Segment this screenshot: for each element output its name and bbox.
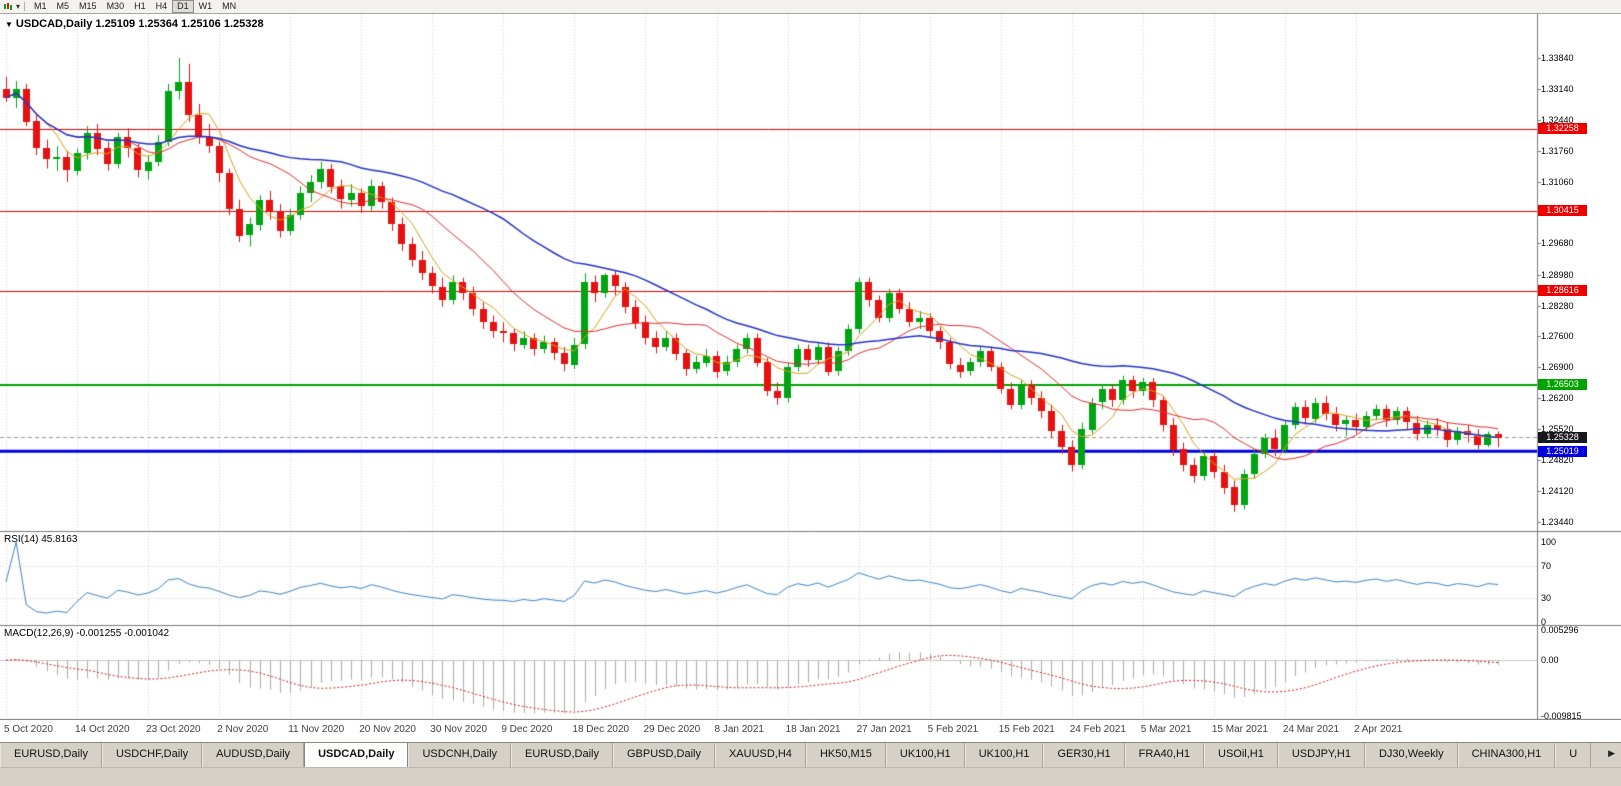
timeframe-button-h1[interactable]: H1 bbox=[134, 1, 146, 11]
date-axis-label: 18 Jan 2021 bbox=[785, 724, 841, 735]
rsi-axis-label: 100 bbox=[1541, 537, 1557, 547]
price-axis-label: 1.28980 bbox=[1541, 269, 1574, 280]
price-axis-label: 1.31760 bbox=[1541, 145, 1574, 156]
macd-axis-label: 0.00 bbox=[1541, 655, 1559, 666]
rsi-name: RSI(14) bbox=[4, 534, 39, 545]
chart-ohlc-values: 1.25109 1.25364 1.25106 1.25328 bbox=[95, 18, 264, 30]
date-axis-label: 14 Oct 2020 bbox=[75, 724, 130, 735]
status-strip bbox=[0, 767, 1621, 786]
macd-axis-label: -0.009815 bbox=[1541, 711, 1582, 721]
date-axis-label: 24 Feb 2021 bbox=[1069, 724, 1126, 735]
chart-tab-fra40-h1[interactable]: FRA40,H1 bbox=[1124, 743, 1205, 767]
price-level-tag-resistance: 1.28616 bbox=[1538, 285, 1587, 297]
rsi-indicator-label: RSI(14) 45.8163 bbox=[4, 534, 77, 545]
toolbar-separator bbox=[24, 2, 26, 11]
date-axis-label: 2 Nov 2020 bbox=[217, 724, 269, 735]
chart-tab-usoil-h1[interactable]: USOil,H1 bbox=[1204, 743, 1278, 767]
date-axis-label: 27 Jan 2021 bbox=[856, 724, 912, 735]
price-axis-label: 1.32440 bbox=[1541, 115, 1574, 126]
chart-tabbar: EURUSD,Daily USDCHF,Daily AUDUSD,Daily USDC… bbox=[0, 742, 1621, 767]
macd-indicator-label: MACD(12,26,9) -0.001255 -0.001042 bbox=[4, 628, 169, 639]
rsi-axis-label: 0 bbox=[1541, 617, 1547, 627]
date-axis-label: 15 Feb 2021 bbox=[998, 724, 1055, 735]
price-axis-label: 1.33840 bbox=[1541, 53, 1574, 63]
date-axis-label: 9 Dec 2020 bbox=[501, 724, 553, 735]
chart-tab-ger30-h1[interactable]: GER30,H1 bbox=[1043, 743, 1125, 767]
price-axis-label: 1.27600 bbox=[1541, 331, 1574, 342]
timeframe-button-m5[interactable]: M5 bbox=[56, 1, 70, 11]
chart-tab-usdchf-daily[interactable]: USDCHF,Daily bbox=[101, 743, 203, 767]
price-axis-label: 1.26200 bbox=[1541, 393, 1574, 404]
price-axis-label: 1.23440 bbox=[1541, 516, 1574, 527]
chart-tab-gbpusd-daily[interactable]: GBPUSD,Daily bbox=[613, 743, 715, 767]
timeframe-button-m1[interactable]: M1 bbox=[34, 1, 47, 11]
chart-tab-eurusd-daily[interactable]: EURUSD,Daily bbox=[0, 743, 102, 767]
price-axis-label: 1.26900 bbox=[1541, 362, 1574, 373]
price-level-tag-resistance: 1.30415 bbox=[1538, 205, 1587, 217]
chart-tab-usdcnh-daily[interactable]: USDCNH,Daily bbox=[408, 743, 512, 767]
price-axis-label: 1.24120 bbox=[1541, 486, 1574, 497]
rsi-axis-label: 30 bbox=[1541, 593, 1552, 603]
chart-symbol-label: USDCAD,Daily bbox=[15, 18, 93, 30]
tab-scroll-right-icon[interactable]: ▶ bbox=[1608, 748, 1615, 758]
price-axis-label: 1.29680 bbox=[1541, 238, 1574, 249]
price-axis-label: 1.33140 bbox=[1541, 84, 1574, 95]
macd-axis-label: 0.005296 bbox=[1541, 625, 1579, 635]
price-axis-label: 1.31060 bbox=[1541, 176, 1574, 187]
price-axis-label: 1.24820 bbox=[1541, 454, 1574, 465]
chart-tab-xauusd-h4[interactable]: XAUUSD,H4 bbox=[714, 743, 806, 767]
price-axis-label: 1.28280 bbox=[1541, 300, 1574, 311]
price-level-tag-support: 1.25019 bbox=[1538, 445, 1587, 457]
rsi-value: 45.8163 bbox=[41, 534, 78, 545]
chart-tab-usdjpy-h1[interactable]: USDJPY,H1 bbox=[1277, 743, 1365, 767]
price-axis-label: 1.25520 bbox=[1541, 423, 1574, 434]
chart-context-icon[interactable]: ▼ bbox=[5, 20, 13, 29]
rsi-axis-label: 70 bbox=[1541, 561, 1552, 571]
date-axis-label: 24 Mar 2021 bbox=[1282, 724, 1340, 735]
timeframe-button-m15[interactable]: M15 bbox=[79, 1, 97, 11]
date-axis-label: 20 Nov 2020 bbox=[359, 724, 416, 735]
chevron-down-icon[interactable]: ▾ bbox=[16, 2, 21, 11]
chart-tab-usdcad-daily[interactable]: USDCAD,Daily bbox=[304, 743, 409, 767]
chart-tab-eurusd-daily[interactable]: EURUSD,Daily bbox=[511, 743, 613, 767]
timeframe-button-w1[interactable]: W1 bbox=[198, 1, 213, 11]
date-axis-label: 11 Nov 2020 bbox=[288, 724, 345, 735]
timeframe-button-d1[interactable]: D1 bbox=[172, 0, 194, 13]
timeframe-button-h4[interactable]: H4 bbox=[155, 1, 168, 11]
chart-tab-uk100-h1[interactable]: UK100,H1 bbox=[885, 743, 965, 767]
macd-name: MACD(12,26,9) bbox=[4, 628, 74, 639]
chart-title: ▼ USDCAD,Daily 1.25109 1.25364 1.25106 1.… bbox=[5, 18, 264, 30]
date-axis-label: 5 Mar 2021 bbox=[1140, 724, 1192, 735]
chart-tab-u[interactable]: U bbox=[1555, 743, 1592, 767]
chart-tab-china300-h1[interactable]: CHINA300,H1 bbox=[1457, 743, 1556, 767]
candlestick-chart-icon[interactable] bbox=[0, 2, 16, 12]
timeframe-button-mn[interactable]: MN bbox=[222, 1, 237, 11]
chart-canvas[interactable] bbox=[0, 14, 1621, 720]
macd-values: -0.001255 -0.001042 bbox=[76, 628, 170, 639]
price-level-tag-support: 1.26503 bbox=[1538, 379, 1587, 391]
chart-tab-audusd-daily[interactable]: AUDUSD,Daily bbox=[202, 743, 305, 767]
chart-tab-hk50-m15[interactable]: HK50,M15 bbox=[805, 743, 886, 767]
chart-tab-uk100-h1[interactable]: UK100,H1 bbox=[964, 743, 1044, 767]
timeframe-button-m30[interactable]: M30 bbox=[106, 1, 125, 11]
date-axis-label: 29 Dec 2020 bbox=[643, 724, 701, 735]
current-price-tag: 1.25328 bbox=[1538, 431, 1587, 443]
date-axis-label: 5 Feb 2021 bbox=[927, 724, 979, 735]
price-level-tag-resistance: 1.32258 bbox=[1538, 123, 1587, 134]
date-axis-label: 23 Oct 2020 bbox=[146, 724, 201, 735]
date-axis-label: 18 Dec 2020 bbox=[572, 724, 630, 735]
timeframe-toolbar: ▾ M1 M5 M15 M30 H1 H4 D1 W1 MN bbox=[0, 0, 1621, 14]
date-axis-label: 2 Apr 2021 bbox=[1353, 724, 1403, 735]
date-axis-label: 15 Mar 2021 bbox=[1211, 724, 1268, 735]
date-axis-label: 30 Nov 2020 bbox=[430, 724, 488, 735]
date-axis-label: 8 Jan 2021 bbox=[714, 724, 765, 735]
timeframe-buttons-group: M1 M5 M15 M30 H1 H4 D1 W1 MN bbox=[29, 0, 241, 13]
chart-tab-dj30-weekly[interactable]: DJ30,Weekly bbox=[1364, 743, 1458, 767]
date-axis-label: 5 Oct 2020 bbox=[4, 724, 53, 735]
